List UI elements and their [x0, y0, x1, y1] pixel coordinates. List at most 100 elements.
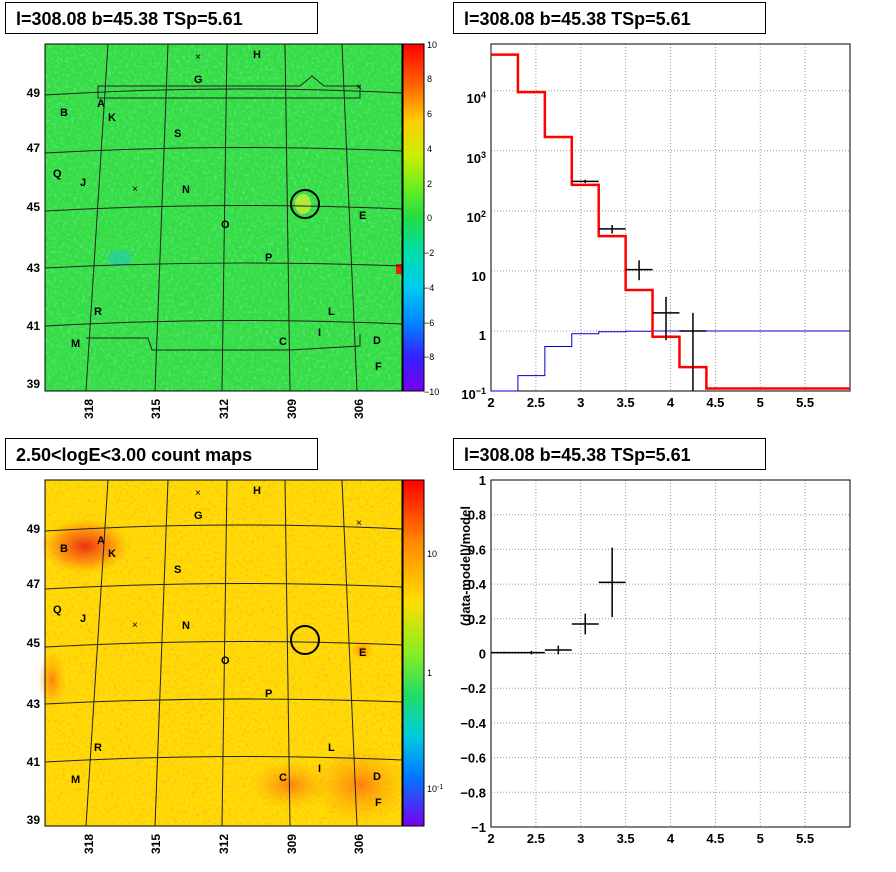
- br-xtick-2: 2: [487, 831, 494, 846]
- bl-src-K: K: [108, 548, 116, 560]
- tl-src-J: J: [80, 177, 86, 189]
- tr-y-ticks: 104 103 102 10 1 10−1: [461, 90, 486, 402]
- tl-src-N: N: [182, 184, 190, 196]
- tr-title: l=308.08 b=45.38 TSp=5.61: [453, 2, 766, 34]
- bl-src-H: H: [253, 485, 261, 497]
- tl-title: l=308.08 b=45.38 TSp=5.61: [5, 2, 318, 34]
- bl-src-O: O: [221, 655, 230, 667]
- br-marks: [491, 547, 626, 655]
- bl-x-axis: 318 315 312 309 306: [82, 834, 366, 854]
- tr-xtick-5.5: 5.5: [796, 395, 814, 410]
- br-ytick-0p2: 0.2: [468, 612, 486, 627]
- bl-src-C: C: [279, 772, 287, 784]
- bl-roi-circle: [290, 625, 320, 655]
- br-ytick-m0p8: −0.8: [460, 785, 486, 800]
- tr-xtick-3: 3: [577, 395, 584, 410]
- br-ytick-m1: −1: [471, 820, 486, 835]
- tl-src-A: A: [97, 98, 105, 110]
- tl-src-O: O: [221, 219, 230, 231]
- bl-xtick-312: 312: [217, 834, 231, 854]
- bl-src-S: S: [174, 564, 181, 576]
- svg-text:×: ×: [132, 184, 138, 195]
- tl-xtick-312: 312: [217, 399, 231, 419]
- bl-y-axis: 49 47 45 43 41 39: [27, 522, 41, 827]
- br-xtick-5.5: 5.5: [796, 831, 814, 846]
- br-xtick-3.5: 3.5: [617, 831, 635, 846]
- bl-src-M: M: [71, 774, 80, 786]
- br-ylabel: (data-model)/model: [458, 506, 473, 626]
- tl-ytick-43: 43: [27, 261, 41, 275]
- tr-model-line: [491, 53, 850, 390]
- br-ytick-0: 0: [479, 647, 486, 662]
- svg-text:×: ×: [195, 488, 201, 499]
- br-xtick-2.5: 2.5: [527, 831, 545, 846]
- br-ytick-m0p2: −0.2: [460, 681, 486, 696]
- tr-xtick-3.5: 3.5: [617, 395, 635, 410]
- tl-roi-circle: [290, 189, 320, 219]
- br-xtick-5: 5: [757, 831, 764, 846]
- bl-cbar-tick-10: 10: [427, 549, 437, 559]
- br-title: l=308.08 b=45.38 TSp=5.61: [453, 438, 766, 470]
- bl-colorbar-gradient: [402, 479, 425, 827]
- tl-ytick-41: 41: [27, 319, 41, 333]
- tl-ytick-45: 45: [27, 200, 41, 214]
- tl-src-C: C: [279, 336, 287, 348]
- tl-xtick-315: 315: [149, 399, 163, 419]
- tr-xtick-5: 5: [757, 395, 764, 410]
- bl-hot-C: [250, 760, 330, 810]
- tr-xtick-4.5: 4.5: [706, 395, 724, 410]
- tl-ytick-49: 49: [27, 86, 41, 100]
- tl-map-red-pixel: [396, 264, 402, 274]
- bl-ytick-43: 43: [27, 697, 41, 711]
- tr-xtick-4: 4: [667, 395, 675, 410]
- tl-cbar-tick-2: 2: [427, 179, 432, 189]
- bl-src-A: A: [97, 535, 105, 547]
- bl-map-frame: [44, 479, 403, 827]
- tl-colorbar-gradient: [402, 43, 425, 392]
- tr-spectrum-plot: 104 103 102 10 1 10−1 2 2.5 3 3.5 4 4.5 5 5.5: [461, 43, 851, 410]
- tr-plot-frame: [490, 43, 851, 392]
- tl-src-D: D: [373, 335, 381, 347]
- bl-map-grid: [44, 479, 403, 827]
- tl-cbar-tick-8: 8: [427, 74, 432, 84]
- tr-background-line: [491, 330, 850, 392]
- tl-xtick-309: 309: [285, 399, 299, 419]
- svg-text:×: ×: [132, 620, 138, 631]
- tl-src-F: F: [375, 361, 382, 373]
- tl-xtick-306: 306: [352, 399, 366, 419]
- bl-src-N: N: [182, 620, 190, 632]
- bl-xtick-306: 306: [352, 834, 366, 854]
- tl-map-cyan-patch: [108, 250, 132, 266]
- bl-src-I: I: [318, 763, 321, 775]
- tl-cbar-tick-m4: −4: [424, 283, 434, 293]
- bl-hot-E: [350, 640, 374, 660]
- br-plot-frame: [490, 479, 851, 828]
- tl-map-yellow-patch: [295, 194, 311, 214]
- tr-x-ticks: 2 2.5 3 3.5 4 4.5 5 5.5: [487, 395, 814, 410]
- bl-ytick-39: 39: [27, 813, 41, 827]
- tl-src-P: P: [265, 252, 272, 264]
- br-residual-plot: 1 0.8 0.6 0.4 0.2 0 −0.2 −0.4 −0.6 −0.8 −1 2 2.5 3 3.…: [458, 473, 851, 846]
- bl-src-D: D: [373, 771, 381, 783]
- br-y-ticks: 1 0.8 0.6 0.4 0.2 0 −0.2 −0.4 −0.6 −0.8 −1: [460, 473, 486, 835]
- bl-src-F: F: [375, 797, 382, 809]
- svg-text:×: ×: [356, 82, 362, 93]
- br-ytick-0p4: 0.4: [468, 577, 487, 592]
- bl-hot-AB: [40, 518, 130, 574]
- tl-src-I: I: [318, 327, 321, 339]
- bl-cross-markers: × × ×: [132, 488, 362, 631]
- bl-title: 2.50<logE<3.00 count maps: [5, 438, 318, 470]
- bl-xtick-318: 318: [82, 834, 96, 854]
- tr-ytick-1: 1: [479, 328, 486, 343]
- bl-hot-left: [38, 650, 66, 710]
- bl-count-map: H G AK B S Q J N E O P R L I M C D F × × ×: [38, 479, 410, 827]
- bl-source-labels: H G AK B S Q J N E O P R L I M C D F: [53, 485, 382, 809]
- bl-src-Q: Q: [53, 604, 62, 616]
- bl-src-P: P: [265, 688, 272, 700]
- tl-cbar-tick-10: 10: [427, 40, 437, 50]
- bl-src-B: B: [60, 543, 68, 555]
- tl-src-E: E: [359, 210, 366, 222]
- tl-cbar-tick-0: 0: [427, 213, 432, 223]
- tr-ytick-1em1: 10−1: [461, 386, 486, 402]
